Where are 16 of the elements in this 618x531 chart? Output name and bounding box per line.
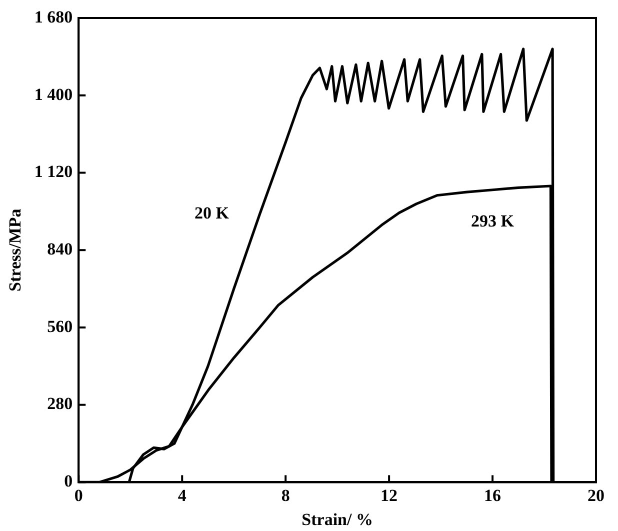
x-axis-title: Strain/ % (302, 510, 373, 530)
series-label: 293 K (471, 211, 515, 230)
y-axis-title: Stress/MPa (6, 208, 25, 292)
y-tick-label: 280 (47, 394, 73, 414)
x-tick-label: 8 (281, 486, 290, 505)
x-tick-label: 12 (380, 486, 398, 505)
y-tick-label: 0 (64, 472, 73, 491)
y-tick-label: 840 (47, 239, 73, 258)
y-tick-label: 1 680 (34, 7, 73, 26)
x-tick-label: 4 (178, 486, 187, 505)
y-tick-label: 560 (47, 316, 73, 336)
series-label: 20 K (194, 204, 230, 223)
y-tick-label: 1 400 (34, 84, 73, 104)
x-tick-label: 20 (588, 486, 604, 505)
y-tick-label: 1 120 (34, 162, 73, 182)
x-tick-label: 16 (484, 486, 502, 505)
